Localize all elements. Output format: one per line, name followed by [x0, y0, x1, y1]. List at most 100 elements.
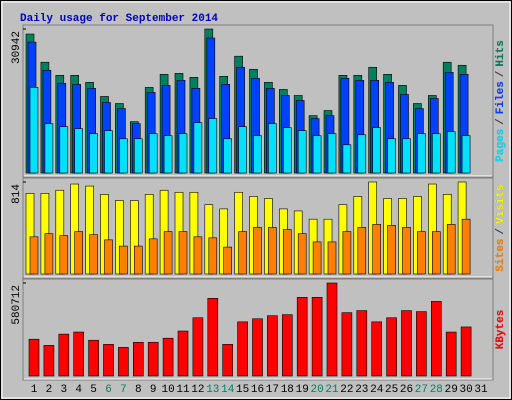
bar	[416, 311, 427, 377]
x-tick-label: 13	[206, 384, 219, 396]
bar	[104, 130, 113, 174]
bar	[430, 301, 442, 377]
bar	[312, 241, 322, 275]
bar	[44, 233, 54, 275]
bar	[103, 344, 114, 377]
bar	[282, 127, 292, 174]
x-tick-label: 4	[75, 384, 82, 396]
legend: Pages / Files / Hits	[495, 40, 507, 162]
bar	[267, 315, 278, 377]
bar	[133, 341, 144, 377]
bar	[29, 236, 39, 275]
bar	[148, 133, 158, 174]
bar	[208, 118, 218, 174]
bar	[163, 231, 173, 275]
bar	[253, 227, 262, 275]
x-tick-label: 29	[445, 384, 458, 396]
bar	[431, 231, 441, 275]
x-tick-label: 3	[60, 384, 67, 396]
bar	[118, 347, 129, 377]
bar	[193, 122, 203, 174]
bar	[59, 235, 69, 275]
bar	[238, 126, 247, 174]
bar	[58, 333, 70, 377]
x-tick-label: 1	[31, 384, 38, 396]
legend-separator: /	[495, 118, 507, 125]
bar	[237, 321, 248, 377]
bar	[446, 131, 456, 174]
bar	[327, 241, 337, 275]
bar	[327, 133, 337, 174]
bar	[281, 314, 293, 377]
x-tick-label: 22	[340, 384, 353, 396]
y-tick-label: 30942	[11, 31, 23, 64]
x-tick-label: 15	[236, 384, 249, 396]
bar	[89, 133, 98, 174]
x-tick-label: 18	[281, 384, 294, 396]
bar	[372, 224, 382, 275]
legend-entry: KBytes	[495, 310, 507, 350]
bar	[461, 135, 471, 174]
x-tick-label: 25	[385, 384, 398, 396]
bar	[207, 298, 219, 377]
bar	[297, 130, 307, 174]
bar	[401, 310, 412, 377]
x-tick-label: 7	[120, 384, 127, 396]
bar	[342, 144, 352, 174]
legend-entry: Visits	[495, 184, 507, 224]
bar	[268, 123, 277, 174]
bar	[446, 224, 456, 275]
legend-separator: /	[495, 228, 507, 235]
bar	[89, 234, 98, 275]
chart-title: Daily usage for September 2014	[20, 13, 218, 25]
bar	[238, 231, 247, 275]
bar	[44, 123, 54, 174]
x-tick-label: 8	[135, 384, 142, 396]
x-tick-label: 20	[310, 384, 323, 396]
bar	[326, 282, 338, 377]
x-tick-label: 27	[415, 384, 428, 396]
bar	[119, 138, 128, 174]
legend-entry: Sites	[495, 239, 507, 272]
bar	[431, 133, 441, 174]
bar	[387, 138, 396, 174]
bar	[372, 127, 382, 174]
bar	[253, 135, 262, 174]
bar	[59, 126, 69, 174]
bar	[29, 87, 39, 174]
x-tick-label: 19	[296, 384, 309, 396]
x-tick-label: 2	[46, 384, 53, 396]
bar	[43, 345, 55, 377]
bar	[252, 318, 263, 377]
legend-entry: Files	[495, 81, 507, 114]
y-tick-label: 580712	[11, 285, 23, 325]
bar	[178, 133, 188, 174]
bar	[163, 135, 173, 174]
bar	[371, 321, 383, 377]
x-tick-label: 9	[150, 384, 157, 396]
bar	[178, 231, 188, 275]
x-tick-label: 30	[459, 384, 472, 396]
x-tick-label: 23	[355, 384, 368, 396]
bar	[222, 344, 233, 377]
bar	[417, 231, 426, 275]
legend-entry: Hits	[495, 40, 507, 66]
bar	[134, 138, 143, 174]
bar	[282, 229, 292, 275]
bar	[223, 246, 232, 275]
bar	[445, 331, 457, 377]
x-tick-label: 28	[430, 384, 443, 396]
x-tick-label: 14	[221, 384, 235, 396]
bar	[104, 239, 113, 275]
bar	[460, 326, 472, 377]
x-tick-label: 10	[161, 384, 174, 396]
bar	[223, 138, 232, 174]
legend: Sites / Visits	[495, 184, 507, 271]
x-tick-label: 12	[191, 384, 204, 396]
legend-entry: Pages	[495, 129, 507, 162]
x-tick-label: 26	[400, 384, 413, 396]
bar	[268, 227, 277, 275]
bar	[297, 233, 307, 275]
bar	[208, 237, 218, 275]
